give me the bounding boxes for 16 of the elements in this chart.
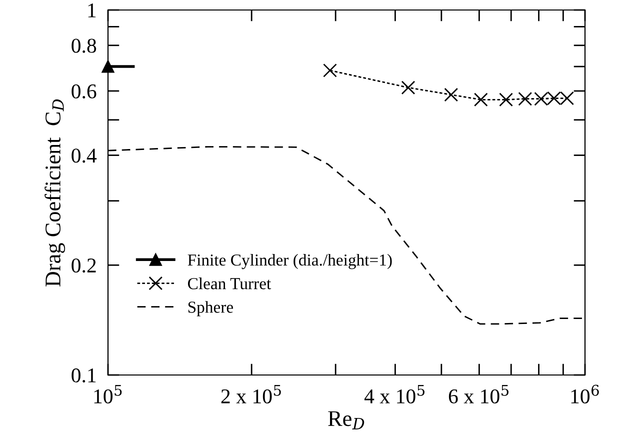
y-tick-label: 0.4 — [72, 148, 97, 163]
y-tick-label: 0.2 — [72, 258, 96, 273]
y-tick-label: 1 — [88, 3, 96, 18]
legend-label: Clean Turret — [188, 278, 272, 290]
x-tick-label: 6 x 10$^{5}$ — [448, 385, 508, 404]
x-axis-title: Re$_{D}$ — [328, 411, 364, 430]
legend-label: Finite Cylinder (dia./height=1) — [188, 254, 392, 270]
y-axis-title: Drag Coefficient C$_{D}$ — [44, 99, 66, 287]
y-tick-label: 0.8 — [72, 38, 96, 53]
x-tick-label: 10$^{6}$ — [571, 384, 599, 404]
y-tick-label: 0.6 — [72, 84, 96, 98]
x-tick-label: 10$^{5}$ — [94, 385, 122, 404]
legend-label: Sphere — [188, 301, 234, 316]
x-tick-label: 4 x 10$^{5}$ — [364, 385, 424, 404]
y-tick-label: 0.1 — [72, 368, 96, 383]
x-tick-label: 2 x 10$^{5}$ — [221, 385, 281, 404]
